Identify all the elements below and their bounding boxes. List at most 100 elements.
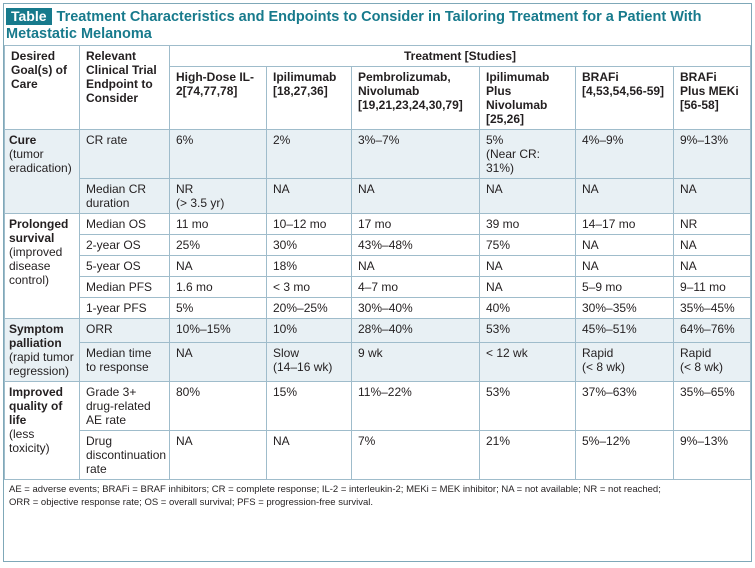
value-cell: 15%	[266, 381, 352, 431]
value-cell: 2%	[266, 129, 352, 179]
table-row: Drug discontinuation rate NA NA 7% 21% 5%–12%…	[5, 430, 751, 480]
value-cell: 45%–51%	[575, 318, 674, 343]
value-cell: NR (> 3.5 yr)	[169, 178, 267, 214]
value-cell: 1.6 mo	[169, 276, 267, 298]
goal-cell: Symptom palliation (rapid tumor regressio…	[4, 318, 80, 382]
header-cell: Treatment [Studies]	[169, 45, 751, 67]
value-cell: NA	[479, 276, 576, 298]
table-row: Median PFS 1.6 mo < 3 mo 4–7 mo NA 5–9 mo 9–11…	[5, 276, 751, 298]
value-cell: NA	[673, 255, 751, 277]
goal-name: Cure	[9, 133, 37, 147]
title: Table Treatment Characteristics and Endpo…	[4, 4, 751, 45]
value-cell: 80%	[169, 381, 267, 431]
value-cell: NA	[575, 234, 674, 256]
value-cell: 39 mo	[479, 213, 576, 235]
value-cell: 28%–40%	[351, 318, 480, 343]
table-body: Desired Goal(s) of Care Relevant Clinical…	[4, 45, 751, 480]
value-cell: 11 mo	[169, 213, 267, 235]
table: Desired Goal(s) of Care Relevant Clinical…	[4, 45, 751, 480]
value-cell: 64%–76%	[673, 318, 751, 343]
value-cell: NA	[479, 255, 576, 277]
value-cell: < 12 wk	[479, 341, 576, 383]
goal-name: Prolonged survival	[9, 217, 69, 245]
goal-cell: Cure (tumor eradication)	[4, 129, 80, 214]
value-cell: 30%–35%	[575, 297, 674, 319]
endpoint-cell: Median OS	[79, 213, 170, 235]
value-cell: NA	[575, 178, 674, 214]
value-cell: 40%	[479, 297, 576, 319]
value-cell: NA	[673, 178, 751, 214]
value-cell: NA	[351, 178, 480, 214]
value-cell: 75%	[479, 234, 576, 256]
value-cell: NA	[479, 178, 576, 214]
value-cell: NA	[169, 255, 267, 277]
value-cell: NR	[673, 213, 751, 235]
table-row: Median time to response NA Slow (14–16 wk)…	[5, 341, 751, 383]
value-cell: NA	[351, 255, 480, 277]
value-cell: 10%	[266, 318, 352, 343]
value-cell: 9%–13%	[673, 430, 751, 480]
value-cell: 6%	[169, 129, 267, 179]
table-row: Prolonged survival (improved disease cont…	[4, 213, 751, 319]
endpoint-cell: Grade 3+ drug-related AE rate	[79, 381, 170, 431]
endpoint-cell: 5-year OS	[79, 255, 170, 277]
page: Table Treatment Characteristics and Endpo…	[3, 3, 752, 562]
value-cell: 53%	[479, 318, 576, 343]
goal-note: (rapid tumor regression)	[9, 350, 74, 378]
value-cell: 10%–15%	[169, 318, 267, 343]
value-cell: 5%	[169, 297, 267, 319]
column-header: Pembrolizumab, Nivolumab [19,21,23,24,30…	[351, 66, 480, 130]
value-cell: Rapid (< 8 wk)	[575, 341, 674, 383]
value-cell: 5%–12%	[575, 430, 674, 480]
value-cell: 9–11 mo	[673, 276, 751, 298]
footnote-line: ORR = objective response rate; OS = over…	[9, 497, 374, 508]
value-cell: 7%	[351, 430, 480, 480]
header-cell: Relevant Clinical Trial Endpoint to Cons…	[79, 45, 170, 130]
table-row: 1-year PFS 5% 20%–25% 30%–40% 40% 30%–35% 35%–…	[5, 297, 751, 319]
value-cell: Rapid (< 8 wk)	[673, 341, 751, 383]
goal-note: (improved disease control)	[9, 245, 63, 287]
endpoint-cell: CR rate	[79, 129, 170, 179]
header-cell: Desired Goal(s) of Care	[4, 45, 80, 130]
value-cell: 18%	[266, 255, 352, 277]
value-cell: 3%–7%	[351, 129, 480, 179]
value-cell: 30%	[266, 234, 352, 256]
value-cell: NA	[575, 255, 674, 277]
header-row: High-Dose IL-2[74,77,78] Ipilimumab [18,2…	[5, 66, 751, 130]
endpoint-cell: 1-year PFS	[79, 297, 170, 319]
endpoint-cell: ORR	[79, 318, 170, 343]
table-row: Symptom palliation (rapid tumor regressio…	[4, 318, 751, 382]
value-cell: NA	[266, 178, 352, 214]
value-cell: 53%	[479, 381, 576, 431]
goal-name: Symptom palliation	[9, 322, 64, 350]
value-cell: Slow (14–16 wk)	[266, 341, 352, 383]
value-cell: 4–7 mo	[351, 276, 480, 298]
title-text: Treatment Characteristics and Endpoints …	[6, 9, 702, 42]
column-header: High-Dose IL-2[74,77,78]	[169, 66, 267, 130]
badge: Table	[6, 8, 52, 25]
value-cell: 9 wk	[351, 341, 480, 383]
column-header: Ipilimumab [18,27,36]	[266, 66, 352, 130]
value-cell: NA	[673, 234, 751, 256]
column-header: Ipilimumab Plus Nivolumab [25,26]	[479, 66, 576, 130]
value-cell: NA	[169, 341, 267, 383]
table-row: Cure (tumor eradication) CR rate 6% 2% 3%–7% 5…	[4, 129, 751, 214]
value-cell: 20%–25%	[266, 297, 352, 319]
goal-name: Improved quality of life	[9, 385, 64, 427]
column-header: BRAFi Plus MEKi [56-58]	[673, 66, 751, 130]
endpoint-cell: 2-year OS	[79, 234, 170, 256]
value-cell: NA	[266, 430, 352, 480]
endpoint-cell: Median PFS	[79, 276, 170, 298]
value-cell: 17 mo	[351, 213, 480, 235]
endpoint-cell: Median time to response	[79, 341, 170, 383]
value-cell: 30%–40%	[351, 297, 480, 319]
value-cell: 25%	[169, 234, 267, 256]
goal-cell: Prolonged survival (improved disease cont…	[4, 213, 80, 319]
table-row: Improved quality of life (less toxicity) G…	[4, 381, 751, 480]
value-cell: 10–12 mo	[266, 213, 352, 235]
goal-note: (tumor eradication)	[9, 147, 72, 175]
value-cell: 11%–22%	[351, 381, 480, 431]
value-cell: 35%–45%	[673, 297, 751, 319]
value-cell: 4%–9%	[575, 129, 674, 179]
goal-cell: Improved quality of life (less toxicity)	[4, 381, 80, 480]
